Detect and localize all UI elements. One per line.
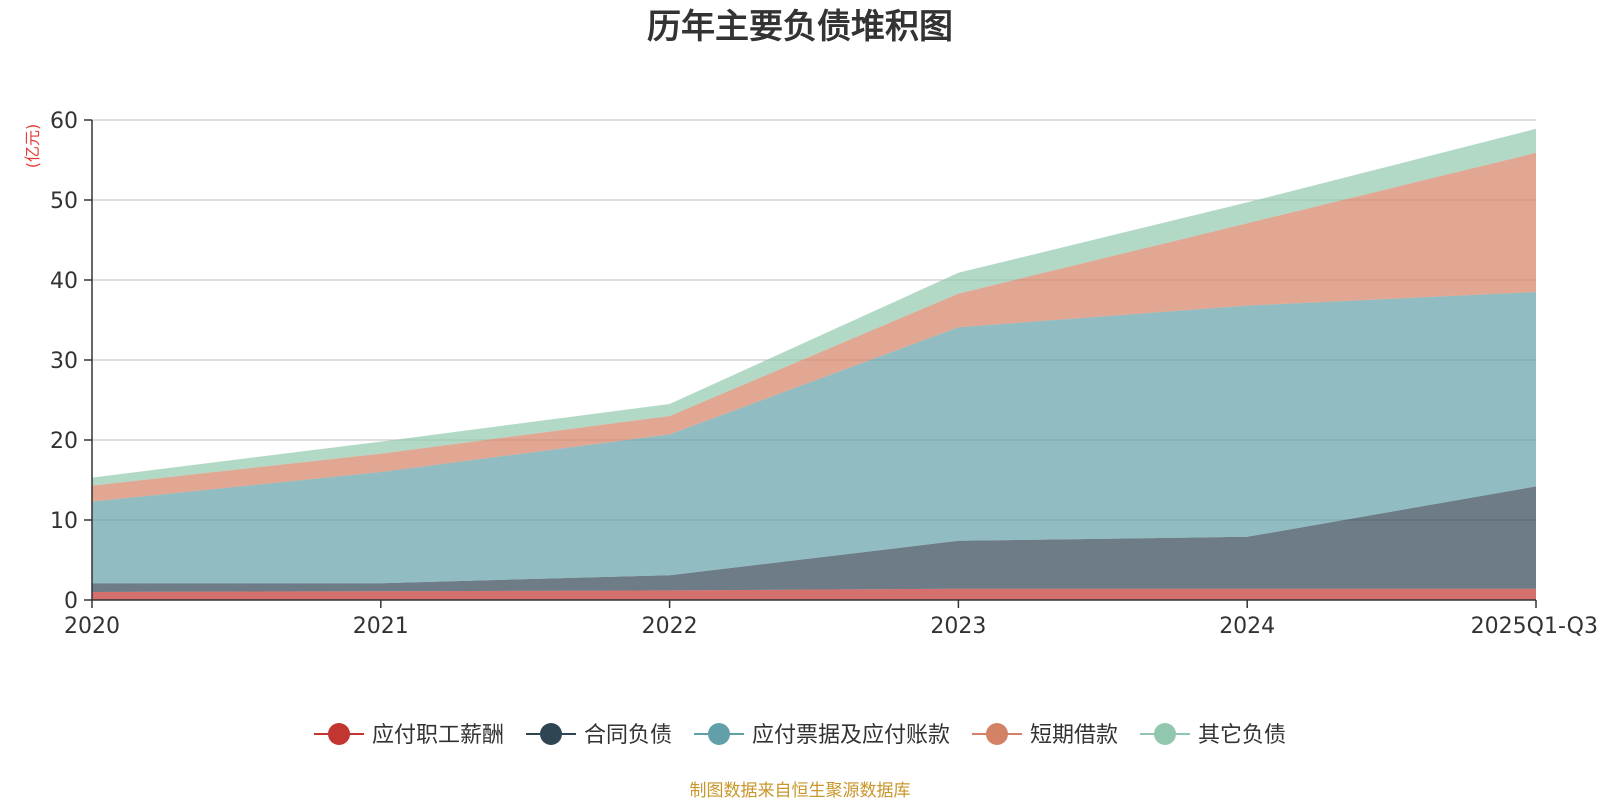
legend-label: 应付票据及应付账款 <box>752 723 950 748</box>
legend[interactable]: 应付职工薪酬 合同负债 应付票据及应付账款 短期借款 其它负债 <box>314 723 1286 748</box>
y-axis-unit: (亿元) <box>23 124 42 169</box>
x-tick-label: 2022 <box>642 614 698 639</box>
y-tick-label: 50 <box>50 189 78 214</box>
legend-item[interactable]: 应付票据及应付账款 <box>694 723 950 748</box>
y-tick-label: 10 <box>50 509 78 534</box>
area-series-group <box>92 128 1536 600</box>
legend-item[interactable]: 应付职工薪酬 <box>314 723 504 748</box>
y-tick-label: 0 <box>64 589 78 614</box>
legend-swatch-marker <box>540 723 562 745</box>
area-应付票据及应付账款 <box>92 292 1536 584</box>
y-tick-label: 40 <box>50 269 78 294</box>
x-tick-label: 2025Q1-Q3 <box>1471 614 1598 639</box>
legend-item[interactable]: 短期借款 <box>972 723 1118 748</box>
y-tick-label: 20 <box>50 429 78 454</box>
legend-label: 短期借款 <box>1030 723 1118 748</box>
axes: 0 10 20 30 40 50 60 2020 2021 2022 2023 2024 2025Q1-… <box>50 109 1598 639</box>
legend-swatch-marker <box>986 723 1008 745</box>
legend-swatch-marker <box>328 723 350 745</box>
legend-item[interactable]: 其它负债 <box>1140 723 1286 748</box>
legend-label: 其它负债 <box>1198 723 1286 748</box>
source-note: 制图数据来自恒生聚源数据库 <box>690 781 911 800</box>
legend-swatch-marker <box>708 723 730 745</box>
y-tick-label: 60 <box>50 109 78 134</box>
x-tick-label: 2021 <box>353 614 409 639</box>
y-tick-label: 30 <box>50 349 78 374</box>
x-tick-label: 2024 <box>1219 614 1275 639</box>
legend-swatch-marker <box>1154 723 1176 745</box>
area-应付职工薪酬 <box>92 588 1536 600</box>
legend-label: 合同负债 <box>584 723 672 748</box>
legend-item[interactable]: 合同负债 <box>526 723 672 748</box>
area-合同负债 <box>92 486 1536 592</box>
chart-title: 历年主要负债堆积图 <box>647 7 953 47</box>
x-tick-label: 2020 <box>64 614 120 639</box>
x-tick-label: 2023 <box>930 614 986 639</box>
legend-label: 应付职工薪酬 <box>372 723 504 748</box>
